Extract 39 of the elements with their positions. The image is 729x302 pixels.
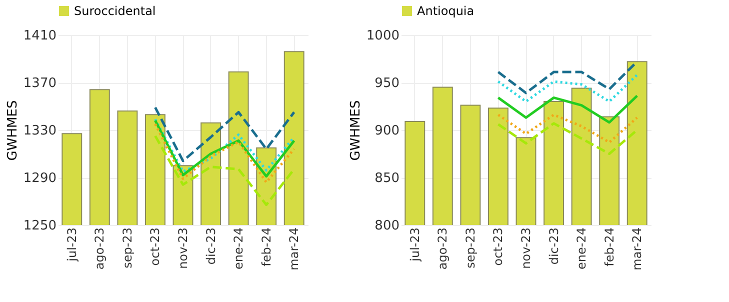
y-tick-label: 850: [374, 171, 400, 186]
line-series: [154, 134, 296, 206]
line-series: [496, 94, 638, 124]
x-tick-label: dic-23: [204, 228, 218, 265]
x-tick-label: mar-24: [630, 228, 644, 270]
x-tick-label: nov-23: [519, 228, 533, 269]
line-series: [496, 60, 638, 94]
x-tick-label: ago-23: [92, 228, 107, 270]
y-tick-label: 1290: [23, 171, 56, 186]
x-tick-label: ene-24: [574, 228, 589, 270]
line-series: [154, 106, 296, 162]
legend-label: Suroccidental: [74, 4, 156, 18]
x-tick-label: jul-23: [64, 228, 79, 262]
line-series: [496, 74, 638, 103]
y-tick-label: 950: [374, 76, 400, 91]
legend-label: Antioquia: [417, 4, 474, 18]
y-tick-label: 1000: [366, 28, 400, 44]
x-tick-label: sep-23: [463, 228, 478, 268]
x-tick-label: feb-24: [259, 228, 274, 266]
x-tick-label: mar-24: [287, 228, 302, 270]
x-tick-label: feb-24: [602, 228, 616, 266]
x-tick-label: ago-23: [436, 228, 450, 270]
x-tick-label: oct-23: [148, 228, 162, 266]
x-tick-label: oct-23: [491, 228, 506, 266]
x-tick-label: nov-23: [176, 228, 190, 269]
x-tick-label: sep-23: [120, 228, 134, 268]
y-tick-label: 1410: [23, 28, 56, 44]
y-tick-label: 800: [374, 218, 400, 234]
y-tick-label: 1330: [23, 124, 56, 138]
line-series: [496, 114, 638, 144]
x-tick-label: dic-23: [546, 228, 561, 265]
y-axis-title: GWHMES: [348, 100, 364, 161]
y-tick-label: 900: [374, 124, 400, 138]
x-tick-label: ene-24: [232, 228, 246, 270]
y-axis-title: GWHMES: [5, 100, 20, 161]
line-series: [496, 122, 638, 155]
y-tick-label: 1370: [23, 76, 56, 91]
x-tick-label: jul-23: [408, 228, 422, 262]
y-tick-label: 1250: [23, 218, 56, 234]
